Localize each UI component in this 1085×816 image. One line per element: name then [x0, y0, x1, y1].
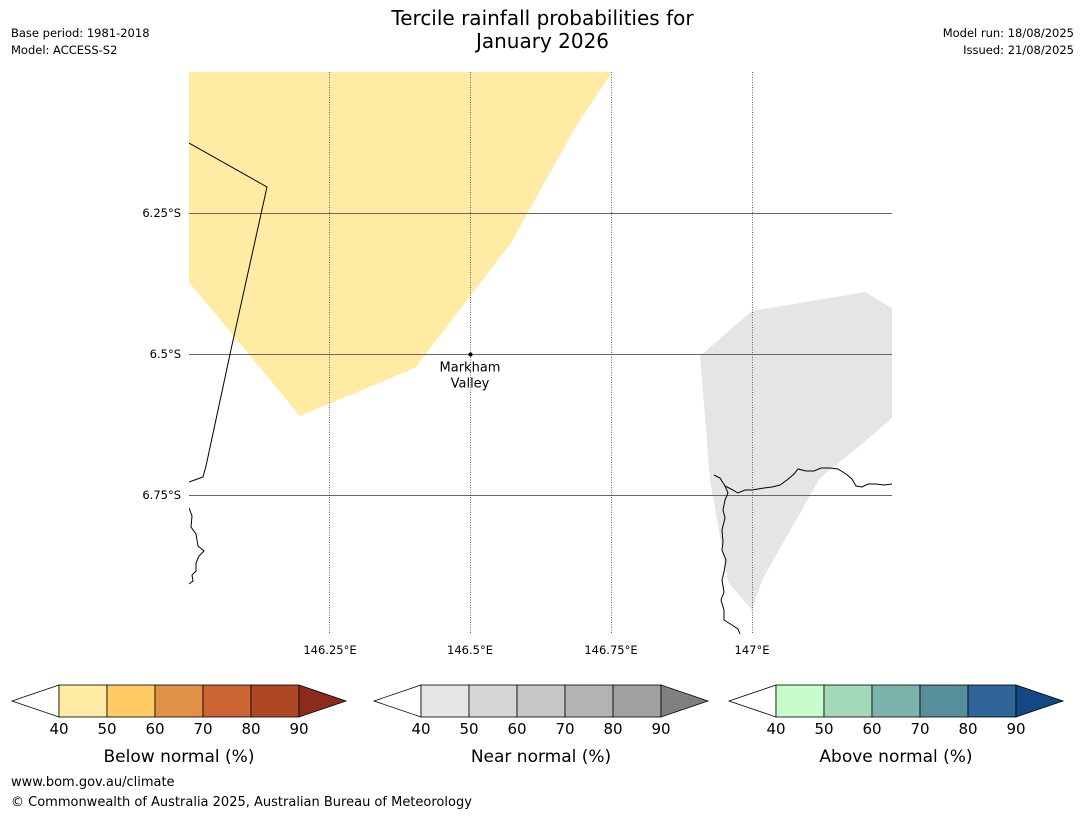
- legend-near-normal-tick-50: 50: [459, 720, 478, 738]
- lat-label-6-75s: 6.75°S: [142, 488, 181, 502]
- legend-near-normal-max-arrow: [660, 684, 710, 718]
- legend-above-normal-bin-70: [919, 684, 969, 718]
- legend-below-normal-bin-50: [106, 684, 156, 718]
- location-marker: [468, 352, 473, 357]
- legend-above-normal-bin-40: [775, 684, 825, 718]
- legend-below-normal-tick-40: 40: [49, 720, 68, 738]
- near-normal-region: [700, 292, 892, 610]
- title-line-2: January 2026: [475, 29, 610, 53]
- base-period: Base period: 1981-2018: [11, 26, 150, 40]
- legend-above-normal-bin-50: [823, 684, 873, 718]
- legend-near-normal-bin-80: [612, 684, 662, 718]
- lat-label-6-5s: 6.5°S: [150, 347, 181, 361]
- legend-above-normal-tick-60: 60: [862, 720, 881, 738]
- legend-below-normal-tick-70: 70: [193, 720, 212, 738]
- legend-near-normal-min-arrow: [372, 684, 422, 718]
- lon-label-146-75e: 146.75°E: [584, 643, 637, 657]
- legend-below-normal-bin-70: [202, 684, 252, 718]
- legend-below-normal-bin-40: [58, 684, 108, 718]
- coastlines: [189, 142, 892, 634]
- legend-near-normal-tick-40: 40: [411, 720, 430, 738]
- legend-near-normal-bin-50: [468, 684, 518, 718]
- legend-above-normal: 40 50 60 70 80 90 Above normal (%): [727, 684, 1065, 767]
- legend-above-normal-tick-40: 40: [766, 720, 785, 738]
- lon-label-146-5e: 146.5°E: [447, 643, 493, 657]
- latitude-gridlines: [189, 213, 892, 496]
- legend-below-normal-bin-80: [250, 684, 300, 718]
- footer-url[interactable]: www.bom.gov.au/climate: [11, 775, 175, 790]
- legend-above-normal-tick-90: 90: [1006, 720, 1025, 738]
- lon-label-146-25e: 146.25°E: [303, 643, 356, 657]
- footer-copyright: © Commonwealth of Australia 2025, Austra…: [11, 795, 472, 810]
- location-label-line-1: Markham: [440, 361, 501, 376]
- legend-near-normal: 40 50 60 70 80 90 Near normal (%): [372, 684, 710, 767]
- legend-above-normal-max-arrow: [1015, 684, 1065, 718]
- model-name: Model: ACCESS-S2: [11, 43, 118, 57]
- legend-above-normal-bin-60: [871, 684, 921, 718]
- legend-below-normal-label: Below normal (%): [104, 747, 255, 767]
- legend-below-normal-tick-50: 50: [97, 720, 116, 738]
- lat-label-6-25s: 6.25°S: [142, 206, 181, 220]
- legend-above-normal-tick-70: 70: [910, 720, 929, 738]
- legend-below-normal: 40 50 60 70 80 90 Below normal (%): [10, 684, 348, 767]
- legend-near-normal-tick-70: 70: [555, 720, 574, 738]
- legend-above-normal-tick-80: 80: [958, 720, 977, 738]
- meta-right: Model run: 18/08/2025 Issued: 21/08/2025: [943, 25, 1074, 59]
- legend-near-normal-bin-40: [420, 684, 470, 718]
- map-title: Tercile rainfall probabilities for Janua…: [0, 7, 1085, 53]
- legend-above-normal-bin-80: [967, 684, 1017, 718]
- legend-near-normal-bin-70: [564, 684, 614, 718]
- issued-date: Issued: 21/08/2025: [963, 43, 1074, 57]
- lon-label-147e: 147°E: [735, 643, 770, 657]
- legend-below-normal-max-arrow: [298, 684, 348, 718]
- legend-above-normal-min-arrow: [727, 684, 777, 718]
- legend-below-normal-tick-80: 80: [241, 720, 260, 738]
- title-line-1: Tercile rainfall probabilities for: [391, 6, 694, 30]
- legend-below-normal-tick-60: 60: [145, 720, 164, 738]
- legend-near-normal-label: Near normal (%): [471, 747, 611, 767]
- legend-above-normal-tick-50: 50: [814, 720, 833, 738]
- legend-above-normal-label: Above normal (%): [819, 747, 972, 767]
- legend-below-normal-tick-90: 90: [289, 720, 308, 738]
- below-normal-region: [189, 72, 612, 416]
- location-label-line-2: Valley: [451, 377, 490, 392]
- meta-left: Base period: 1981-2018 Model: ACCESS-S2: [11, 25, 150, 59]
- legend-near-normal-tick-60: 60: [507, 720, 526, 738]
- legend-near-normal-tick-80: 80: [603, 720, 622, 738]
- legend-below-normal-min-arrow: [10, 684, 60, 718]
- legend-below-normal-bin-60: [154, 684, 204, 718]
- legend-near-normal-tick-90: 90: [651, 720, 670, 738]
- model-run: Model run: 18/08/2025: [942, 26, 1074, 40]
- legend-near-normal-bin-60: [516, 684, 566, 718]
